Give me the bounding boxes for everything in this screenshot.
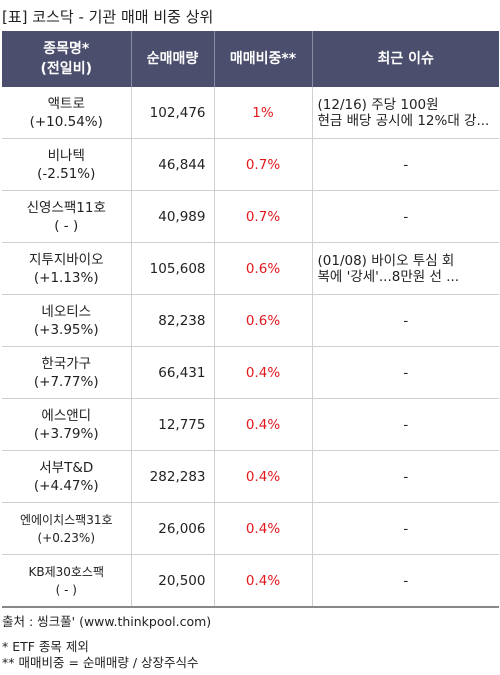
recent-issue-cell: (01/08) 바이오 투심 회 복에 '강세'...8만원 선 ... [311,242,499,295]
table-row: 에스앤디 (+3.79%) 12,775 0.4% - [2,398,499,451]
stock-name-cell: 비나텍 (-2.51%) [2,138,131,191]
net-volume: 105,608 [130,242,214,295]
trading-ratio: 0.4% [213,346,312,399]
stock-name-cell: 한국가구 (+7.77%) [2,346,131,399]
price-change: (+3.79%) [33,425,99,442]
table-title: [표] 코스닥 - 기관 매매 비중 상위 [2,8,214,26]
net-volume: 40,989 [130,190,214,243]
table-row: 서부T&D (+4.47%) 282,283 0.4% - [2,450,499,503]
recent-issue-line1: - [403,416,409,433]
table-row: 엔에이치스팩31호 (+0.23%) 26,006 0.4% - [2,502,499,555]
recent-issue-line1: - [403,572,409,589]
header-row: 종목명* (전일비) 순매매량 매매비중** 최근 이슈 [2,31,499,87]
table-row: 신영스팩11호( - ) 40,989 0.7% - [2,190,499,243]
price-change: (+4.47%) [33,477,99,494]
recent-issue-cell: - [311,502,499,555]
price-change: (+7.77%) [33,373,99,390]
net-volume: 102,476 [130,87,214,139]
stock-name-cell: 엔에이치스팩31호 (+0.23%) [2,502,131,555]
price-change: (+1.13%) [33,269,99,286]
trading-ratio: 0.6% [213,294,312,347]
recent-issue-cell: (12/16) 주당 100원 현금 배당 공시에 12%대 강... [311,87,499,139]
header-name-line1: 종목명* [43,41,90,57]
stock-name: 비나텍 [47,147,85,164]
recent-issue-line1: - [403,208,409,225]
stock-name: 액트로 [47,95,85,112]
price-change: ( - ) [55,582,77,597]
footnote-etf: * ETF 종목 제외 [2,639,89,654]
recent-issue-cell: - [311,346,499,399]
net-volume: 26,006 [130,502,214,555]
price-change: (+3.95%) [33,321,99,338]
price-change: (+10.54%) [29,113,103,130]
recent-issue-cell: - [311,138,499,191]
stock-name-cell: 서부T&D (+4.47%) [2,450,131,503]
recent-issue-line1: - [403,364,409,381]
table-row: 지투지바이오 (+1.13%) 105,608 0.6% (01/08) 바이오 투심 … [2,242,499,295]
recent-issue-line1: (01/08) 바이오 투심 회 [317,252,455,269]
header-ratio: 매매비중** [213,31,312,87]
stock-name: 지투지바이오 [28,251,104,268]
recent-issue-line2: 현금 배당 공시에 12%대 강... [317,112,490,129]
institution-trading-table: 종목명* (전일비) 순매매량 매매비중** 최근 이슈 액트로 (+10.54%… [2,31,499,608]
stock-name-cell: 네오티스 (+3.95%) [2,294,131,347]
trading-ratio: 0.7% [213,138,312,191]
table-row: 액트로 (+10.54%) 102,476 1% (12/16) 주당 100원 현금 배… [2,87,499,139]
recent-issue-line1: - [403,468,409,485]
net-volume: 46,844 [130,138,214,191]
price-change: (-2.51%) [37,165,96,182]
table-row: 비나텍 (-2.51%) 46,844 0.7% - [2,138,499,191]
recent-issue-line2: 복에 '강세'...8만원 선 ... [317,268,460,285]
trading-ratio: 0.4% [213,502,312,555]
footnote-ratio: ** 매매비중 = 순매매량 / 상장주식수 [2,655,199,670]
stock-name-cell: KB제30호스팩 ( - ) [2,554,131,608]
recent-issue-cell: - [311,398,499,451]
price-change: (+0.23%) [37,530,96,545]
recent-issue-cell: - [311,450,499,503]
net-volume: 282,283 [130,450,214,503]
trading-ratio: 0.7% [213,190,312,243]
trading-ratio: 0.4% [213,398,312,451]
source-note: 출처 : 씽크풀' (www.thinkpool.com) [2,614,212,629]
trading-ratio: 0.4% [213,450,312,503]
trading-ratio: 1% [213,87,312,139]
net-volume: 20,500 [130,554,214,608]
recent-issue-cell: - [311,190,499,243]
header-name: 종목명* (전일비) [2,31,131,87]
stock-name: KB제30호스팩 [28,564,105,579]
table-row: KB제30호스팩 ( - ) 20,500 0.4% - [2,554,499,608]
net-volume: 66,431 [130,346,214,399]
trading-ratio: 0.6% [213,242,312,295]
stock-name-cell: 신영스팩11호( - ) [2,190,131,243]
stock-name-cell: 에스앤디 (+3.79%) [2,398,131,451]
recent-issue-line1: - [403,312,409,329]
stock-name: 에스앤디 [41,407,92,424]
stock-name: 한국가구 [41,355,92,372]
net-volume: 82,238 [130,294,214,347]
stock-name: 신영스팩11호 [26,199,106,216]
stock-name-cell: 지투지바이오 (+1.13%) [2,242,131,295]
header-name-line2: (전일비) [40,61,92,77]
stock-name-cell: 액트로 (+10.54%) [2,87,131,139]
trading-ratio: 0.4% [213,554,312,608]
table-row: 한국가구 (+7.77%) 66,431 0.4% - [2,346,499,399]
price-change: ( - ) [54,217,79,234]
recent-issue-line1: - [403,520,409,537]
recent-issue-line1: (12/16) 주당 100원 [317,96,439,113]
stock-name: 서부T&D [39,459,94,476]
net-volume: 12,775 [130,398,214,451]
recent-issue-line1: - [403,156,409,173]
header-issue: 최근 이슈 [311,31,499,87]
stock-name: 엔에이치스팩31호 [19,512,113,527]
header-volume: 순매매량 [130,31,214,87]
table-row: 네오티스 (+3.95%) 82,238 0.6% - [2,294,499,347]
recent-issue-cell: - [311,554,499,608]
recent-issue-cell: - [311,294,499,347]
stock-name: 네오티스 [41,303,92,320]
